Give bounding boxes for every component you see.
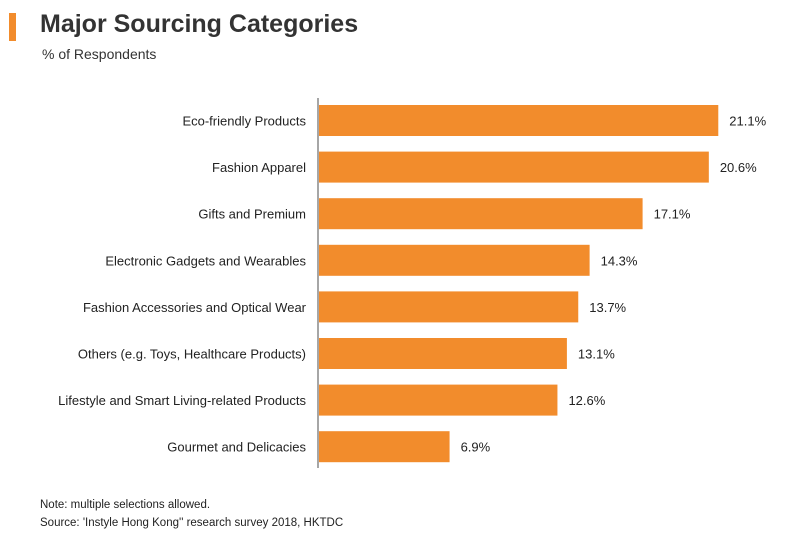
- bar-8: [319, 431, 450, 463]
- value-label: 20.6%: [720, 160, 757, 175]
- value-label: 17.1%: [654, 207, 691, 222]
- bars-group: Eco-friendly Products 21.1% Fashion Appare…: [58, 105, 767, 463]
- source-note: Source: 'Instyle Hong Kong'' research su…: [40, 517, 344, 529]
- value-label: 21.1%: [729, 114, 766, 129]
- bar-4: [319, 244, 590, 276]
- bar-3: [319, 198, 643, 230]
- value-label: 14.3%: [601, 253, 638, 268]
- category-label: Lifestyle and Smart Living-related Produ…: [58, 393, 306, 408]
- bar-7: [319, 384, 558, 416]
- value-label: 13.7%: [589, 300, 626, 315]
- category-label: Fashion Apparel: [212, 160, 306, 175]
- value-label: 12.6%: [568, 393, 605, 408]
- title-accent-bar: [9, 13, 16, 41]
- bar-1: [319, 105, 719, 136]
- category-label: Fashion Accessories and Optical Wear: [83, 300, 307, 315]
- category-label: Eco-friendly Products: [182, 114, 306, 129]
- category-label: Gifts and Premium: [198, 207, 306, 222]
- value-label: 6.9%: [461, 440, 491, 455]
- bar-5: [319, 291, 579, 323]
- chart-title: Major Sourcing Categories: [40, 10, 359, 38]
- category-label: Electronic Gadgets and Wearables: [105, 253, 306, 268]
- category-label: Others (e.g. Toys, Healthcare Products): [78, 347, 306, 362]
- value-label: 13.1%: [578, 347, 615, 362]
- chart-subtitle: % of Respondents: [42, 46, 157, 62]
- bar-6: [319, 338, 567, 369]
- footnote: Note: multiple selections allowed.: [40, 499, 211, 511]
- bar-2: [319, 151, 709, 183]
- category-label: Gourmet and Delicacies: [167, 440, 306, 455]
